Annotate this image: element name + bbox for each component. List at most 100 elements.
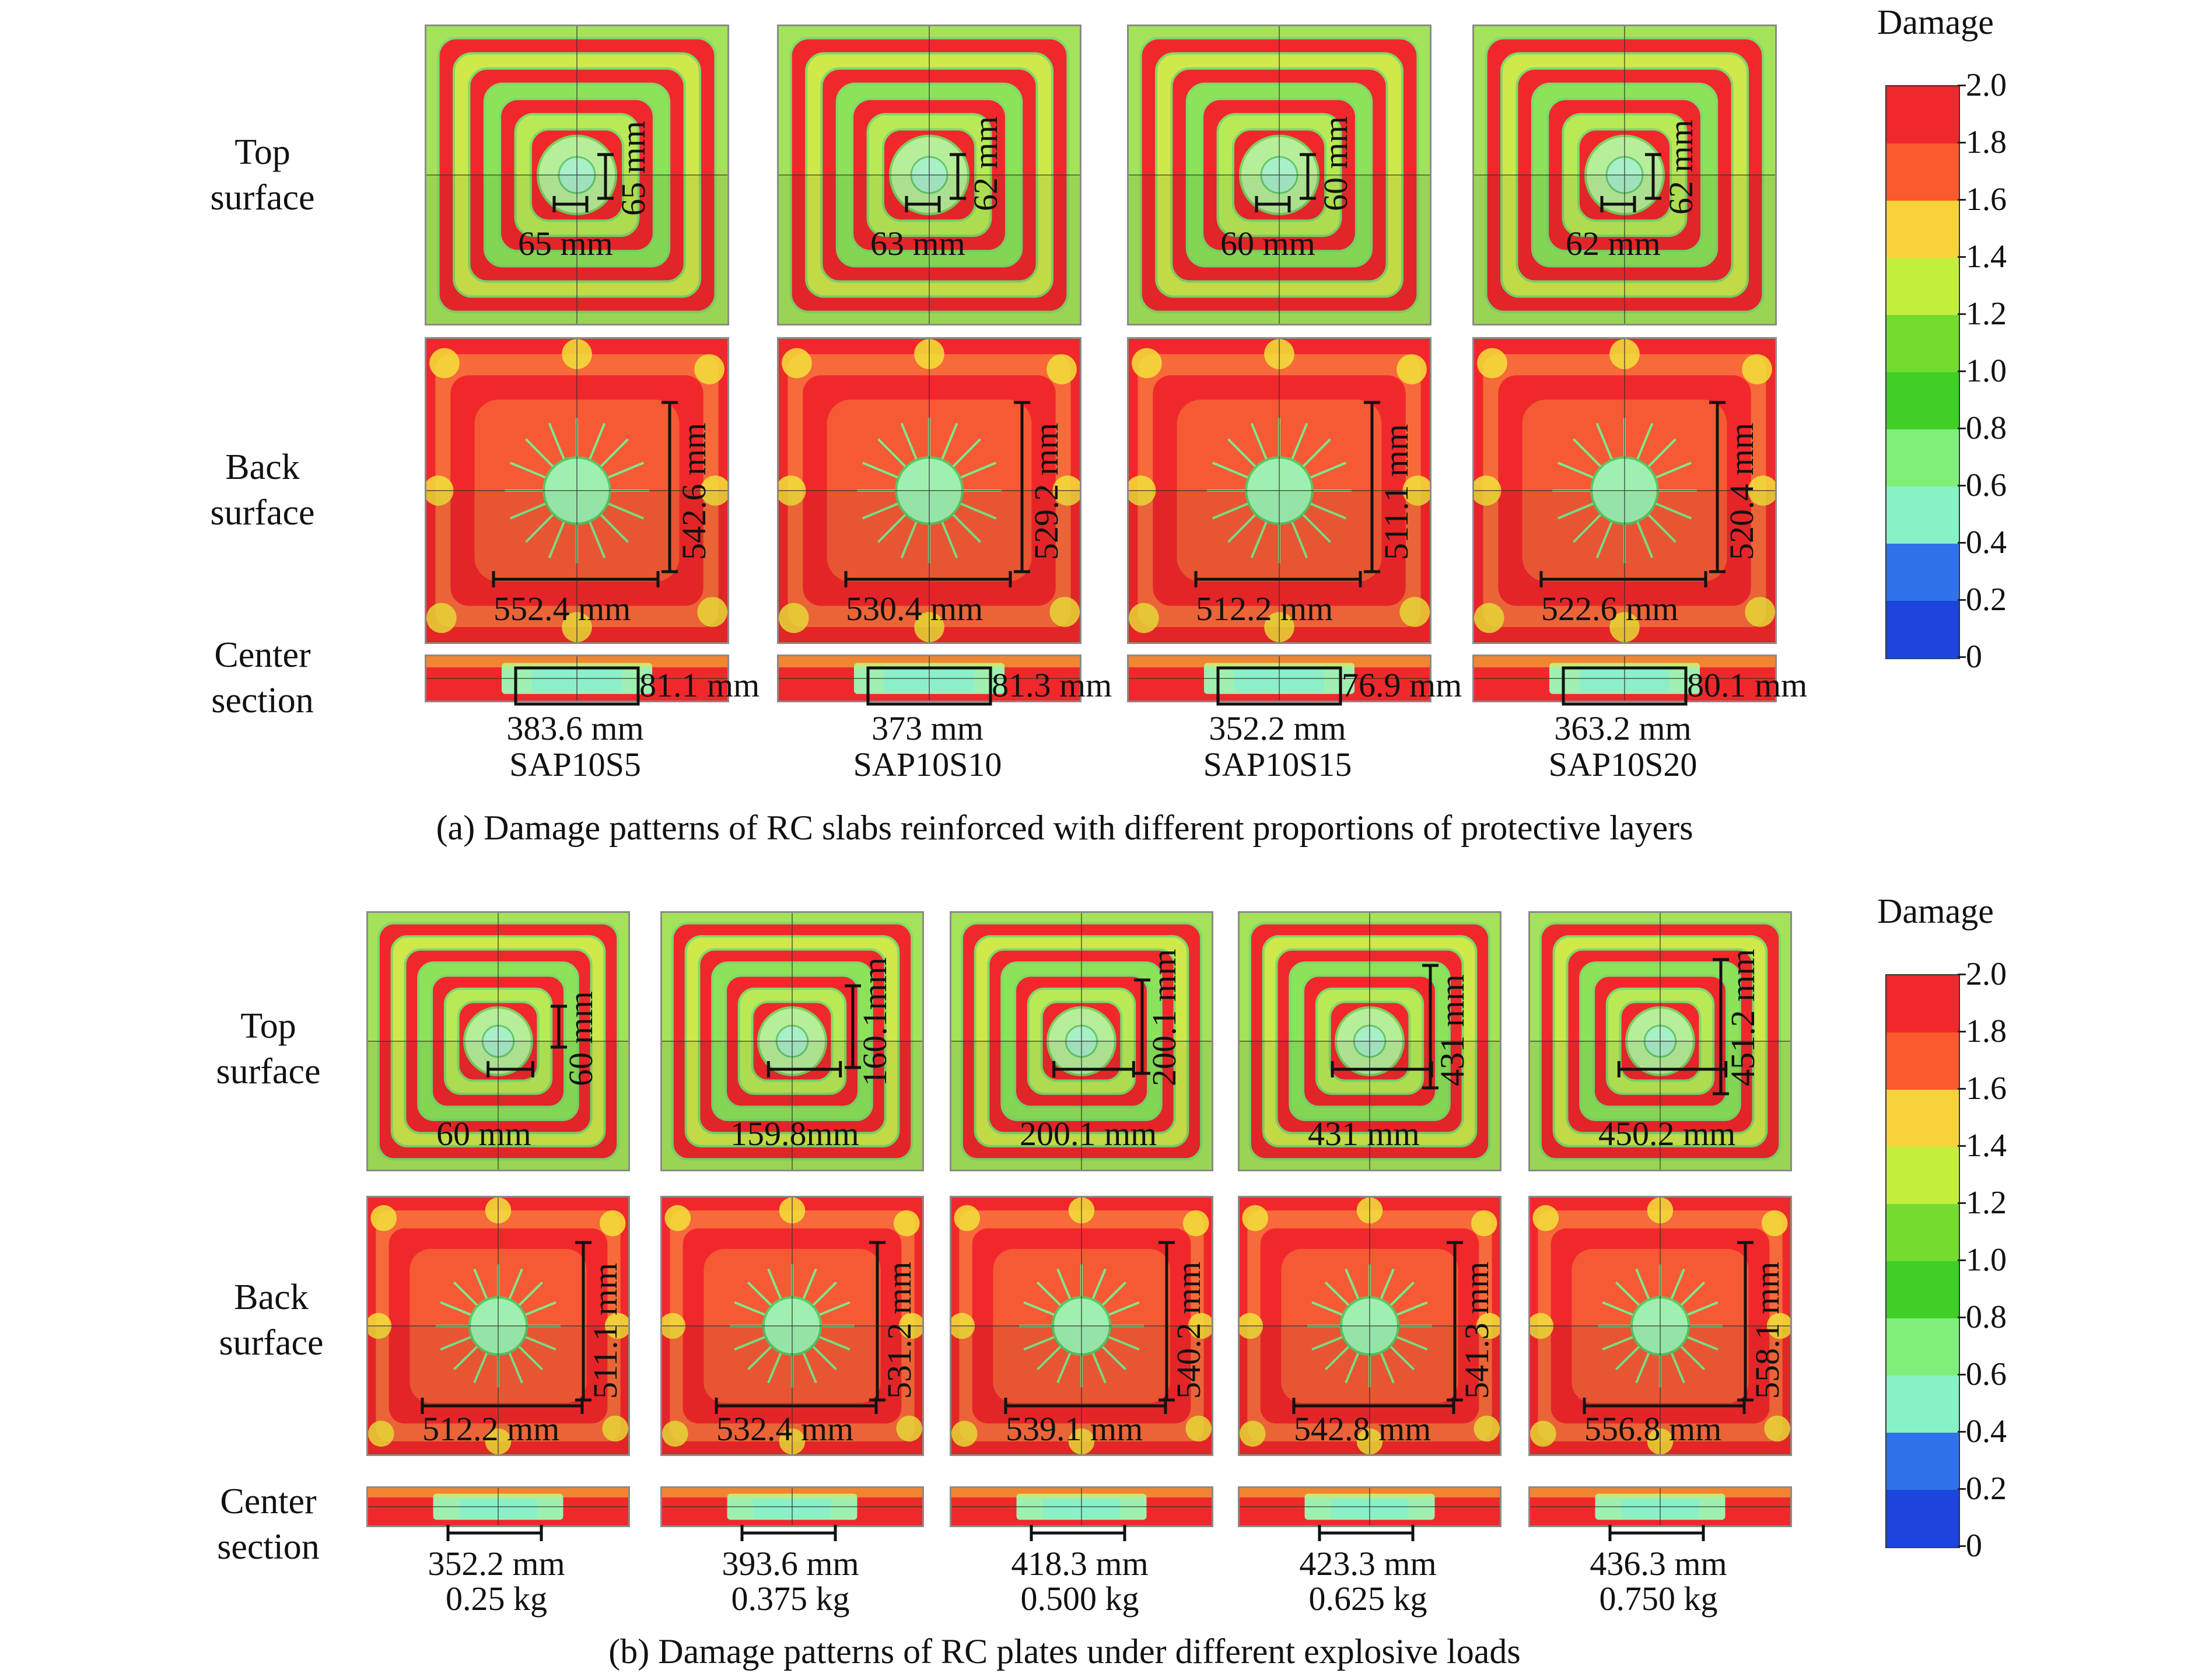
back-surface-panel-b-3: [950, 1196, 1213, 1456]
case-name-a-4: SAP10S20: [1548, 746, 1698, 783]
colorbar-tick-label-a-2: 1.8: [1966, 124, 2007, 160]
back-surface-panel-b-1: [366, 1196, 630, 1456]
top-horizontal-dim-b-4: 431 mm: [1308, 1115, 1420, 1153]
back-horizontal-dim-a-3: 512.2 mm: [1196, 590, 1334, 628]
case-name-a-3: SAP10S15: [1203, 746, 1352, 783]
center-vertical-dim-a-3: 76.9 mm: [1342, 666, 1462, 704]
colorbar-tick-label-b-4: 1.4: [1966, 1128, 2007, 1164]
row-label-top-a: Top surface: [210, 132, 315, 218]
row-label-center-a: Center section: [211, 635, 314, 720]
top-surface-panel-b-4: [1238, 911, 1502, 1171]
top-surface-panel-a-2: [777, 24, 1082, 326]
colorbar-band-a-5: [1887, 315, 1959, 373]
colorbar-tick-label-a-4: 1.4: [1966, 239, 2007, 275]
colorbar-tick-label-b-5: 1.2: [1966, 1185, 2007, 1221]
colorbar-tickmark-a-7: [1958, 428, 1966, 429]
colorbar-tickmark-b-2: [1958, 1031, 1966, 1032]
top-vertical-dim-b-4: 431 mm: [1433, 974, 1471, 1086]
caption-a: (a) Damage patterns of RC slabs reinforc…: [436, 808, 1693, 847]
colorbar-tickmark-a-4: [1958, 256, 1966, 258]
center-horizontal-dim-b-2: 393.6 mm: [722, 1545, 859, 1583]
top-horizontal-dim-a-1: 65 mm: [518, 225, 613, 262]
colorbar-tickmark-a-10: [1958, 599, 1966, 601]
colorbar-band-b-7: [1887, 1318, 1959, 1376]
case-name-b-5: 0.750 kg: [1599, 1580, 1718, 1618]
back-surface-panel-b-5: [1528, 1196, 1792, 1456]
case-name-b-2: 0.375 kg: [731, 1580, 850, 1618]
colorbar-band-a-9: [1887, 544, 1959, 601]
colorbar-tick-label-a-1: 2.0: [1966, 67, 2007, 103]
colorbar-tickmark-b-5: [1958, 1202, 1966, 1204]
center-section-panel-b-2: [660, 1486, 924, 1527]
case-name-b-1: 0.25 kg: [446, 1580, 547, 1618]
back-vertical-dim-a-3: 511.1 mm: [1377, 424, 1415, 560]
colorbar-tickmark-b-10: [1958, 1488, 1966, 1490]
colorbar-tick-label-b-6: 1.0: [1966, 1242, 2007, 1278]
center-horizontal-dim-a-3: 352.2 mm: [1209, 709, 1346, 747]
center-vertical-dim-a-4: 80.1 mm: [1687, 666, 1808, 704]
center-vertical-dim-a-2: 81.3 mm: [992, 666, 1112, 704]
top-horizontal-dim-b-3: 200.1 mm: [1020, 1115, 1157, 1153]
center-horizontal-dim-b-3: 418.3 mm: [1011, 1545, 1149, 1583]
back-surface-panel-b-2: [660, 1196, 924, 1456]
colorbar-scale-b: [1885, 974, 1960, 1548]
center-horizontal-dim-a-1: 383.6 mm: [506, 709, 644, 747]
top-horizontal-dim-b-1: 60 mm: [436, 1115, 531, 1153]
colorbar-tickmark-a-9: [1958, 542, 1966, 544]
back-horizontal-dim-a-4: 522.6 mm: [1541, 590, 1679, 628]
back-horizontal-dim-b-3: 539.1 mm: [1006, 1410, 1143, 1448]
colorbar-tick-label-b-8: 0.6: [1966, 1356, 2007, 1392]
colorbar-tickmark-a-8: [1958, 485, 1966, 487]
back-horizontal-dim-b-2: 532.4 mm: [716, 1410, 854, 1448]
row-label-back-b: Back surface: [219, 1278, 324, 1363]
back-vertical-dim-a-4: 520.4 mm: [1723, 422, 1760, 560]
colorbar-tick-label-b-1: 2.0: [1966, 956, 2007, 992]
center-section-panel-b-3: [950, 1486, 1213, 1527]
colorbar-band-b-8: [1887, 1376, 1959, 1433]
colorbar-band-b-1: [1887, 975, 1959, 1033]
back-surface-panel-b-4: [1238, 1196, 1502, 1456]
colorbar-band-a-6: [1887, 372, 1959, 430]
colorbar-band-b-2: [1887, 1032, 1959, 1090]
top-surface-panel-b-2: [660, 911, 924, 1171]
colorbar-tick-label-a-9: 0.4: [1966, 524, 2007, 561]
colorbar-title-b: Damage: [1877, 892, 1994, 930]
case-name-b-3: 0.500 kg: [1020, 1580, 1139, 1618]
top-horizontal-dim-a-2: 63 mm: [870, 225, 965, 262]
colorbar-band-b-6: [1887, 1261, 1959, 1319]
top-vertical-dim-a-1: 65 mm: [614, 121, 652, 216]
top-vertical-dim-a-3: 60 mm: [1317, 116, 1354, 211]
back-vertical-dim-b-1: 511.1 mm: [586, 1262, 624, 1399]
colorbar-band-b-3: [1887, 1090, 1959, 1147]
colorbar-tickmark-b-9: [1958, 1431, 1966, 1433]
top-horizontal-dim-a-4: 62 mm: [1566, 225, 1661, 262]
center-horizontal-dim-b-5: 436.3 mm: [1590, 1545, 1727, 1583]
top-vertical-dim-a-4: 62 mm: [1662, 120, 1700, 215]
back-surface-panel-a-1: [425, 337, 729, 644]
colorbar-band-a-10: [1887, 601, 1959, 659]
colorbar-tick-label-a-11: 0: [1966, 639, 1982, 675]
back-vertical-dim-b-4: 541.3 mm: [1458, 1261, 1496, 1399]
center-horizontal-dim-b-1: 352.2 mm: [428, 1545, 565, 1583]
case-name-a-1: SAP10S5: [509, 746, 641, 783]
center-section-panel-b-4: [1238, 1486, 1502, 1527]
colorbar-band-a-4: [1887, 258, 1959, 316]
colorbar-tick-label-b-2: 1.8: [1966, 1013, 2007, 1049]
top-horizontal-dim-b-5: 450.2 mm: [1598, 1115, 1736, 1153]
colorbar-tick-label-a-6: 1.0: [1966, 353, 2007, 389]
colorbar-tick-label-a-7: 0.8: [1966, 410, 2007, 446]
top-vertical-dim-b-2: 160.1mm: [856, 957, 894, 1086]
back-vertical-dim-a-2: 529.2 mm: [1027, 422, 1065, 560]
row-label-top-b: Top surface: [216, 1006, 321, 1091]
center-section-panel-b-1: [366, 1486, 630, 1527]
center-horizontal-dim-b-4: 423.3 mm: [1299, 1545, 1437, 1583]
colorbar-title-a: Damage: [1877, 3, 1994, 41]
colorbar-tickmark-a-11: [1958, 656, 1966, 658]
colorbar-tickmark-b-1: [1958, 974, 1966, 975]
top-surface-panel-b-1: [366, 911, 630, 1171]
row-label-center-b: Center section: [217, 1482, 320, 1567]
center-vertical-dim-a-1: 81.1 mm: [639, 666, 760, 704]
back-vertical-dim-b-2: 531.2 mm: [880, 1261, 918, 1399]
row-label-back-a: Back surface: [210, 447, 315, 533]
colorbar-tickmark-b-4: [1958, 1145, 1966, 1147]
